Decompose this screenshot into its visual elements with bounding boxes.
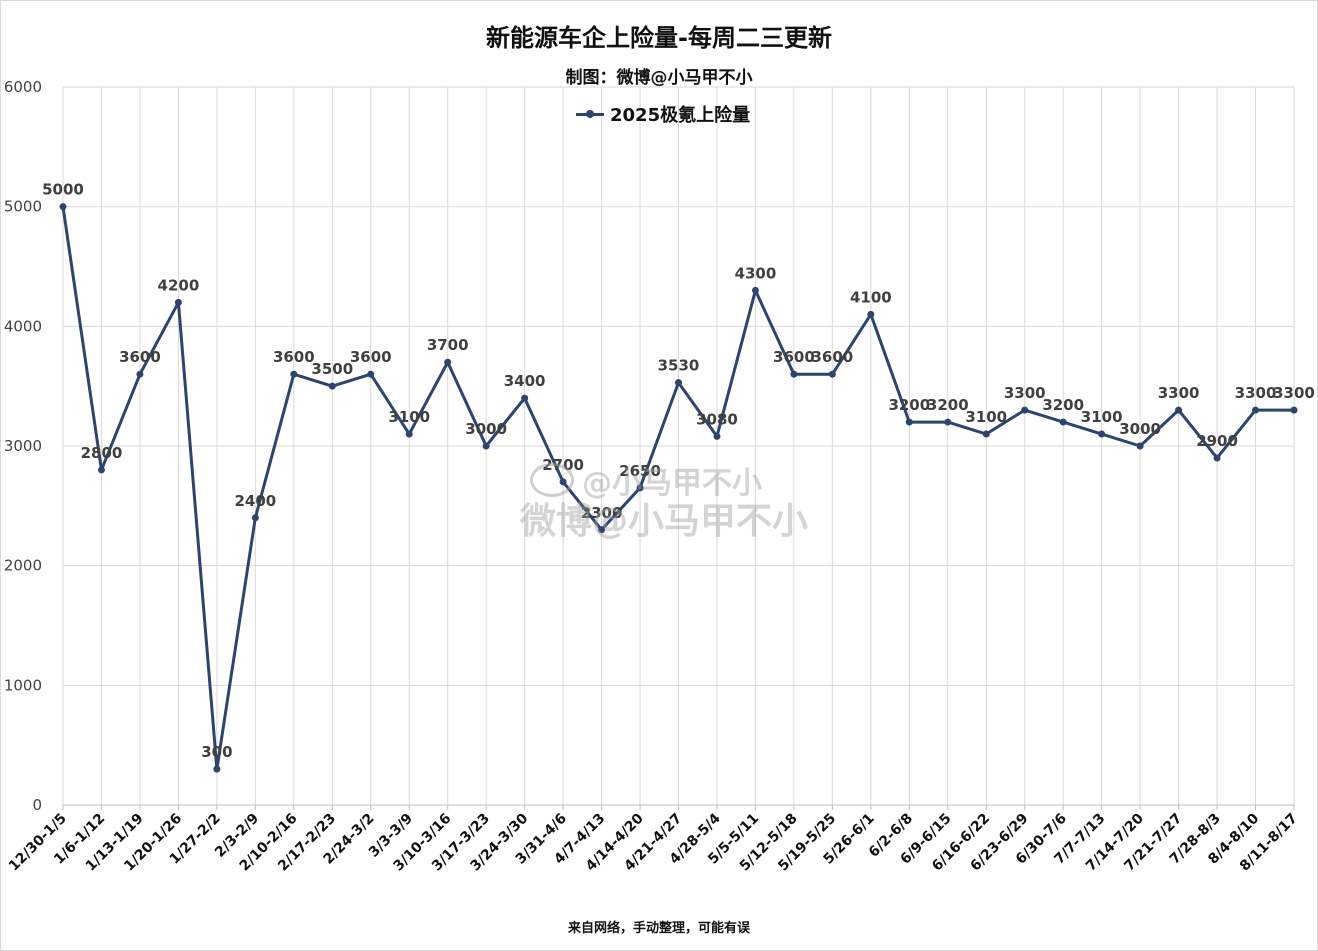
data-label: 3100 [388,408,430,426]
y-tick-label: 0 [32,796,42,814]
legend: 2025极氪上险量 [576,101,750,127]
data-point [828,370,836,378]
data-label: 4200 [158,276,200,294]
data-point [521,394,529,402]
data-label: 3400 [504,372,546,390]
data-point [1213,454,1221,462]
y-tick-label: 4000 [4,317,42,335]
data-label: 3500 [311,360,353,378]
data-point [1290,406,1298,414]
data-point [790,370,798,378]
data-label: 2650 [619,462,661,480]
data-point [405,430,413,438]
data-label: 3200 [1042,396,1084,414]
watermark-text-1: @小马甲不小 [582,466,762,501]
data-point [290,370,298,378]
legend-label: 2025极氪上险量 [610,105,751,126]
chart-title: 新能源车企上险量-每周二三更新 [486,24,832,52]
data-point [251,514,259,522]
data-point [1136,442,1144,450]
data-label: 3300 [1273,384,1315,402]
data-label: 3300 [1235,384,1277,402]
data-point [982,430,990,438]
data-label: 3200 [927,396,969,414]
data-label: 3600 [273,348,315,366]
data-point [1175,406,1183,414]
data-label: 3100 [1081,408,1123,426]
data-label: 3000 [1119,420,1161,438]
data-labels: 5000280036004200300240036003500360031003… [42,181,1315,761]
data-point [675,379,682,387]
y-tick-label: 3000 [4,437,42,455]
watermark-line1: @小马甲不小 [530,458,762,502]
data-point [482,442,490,450]
data-point [1021,406,1029,414]
data-label: 3300 [1158,384,1200,402]
chart-footer: 来自网络，手动整理，可能有误 [567,921,750,936]
data-point [59,203,67,211]
data-label: 3530 [658,357,700,375]
data-label: 2800 [81,444,123,462]
axes [62,804,1295,810]
data-point [1252,406,1260,414]
data-label: 5000 [42,181,84,199]
data-label: 2400 [234,492,276,510]
data-point [598,526,606,534]
data-point [636,484,644,492]
data-point [713,432,721,440]
data-label: 4100 [850,288,892,306]
y-tick-label: 2000 [4,557,42,575]
data-point [136,370,144,378]
data-label: 3600 [812,348,854,366]
data-label: 3600 [350,348,392,366]
data-label: 3600 [119,348,161,366]
x-tick-labels: 12/30-1/51/6-1/121/13-1/191/20-1/261/27-… [6,810,1301,874]
data-point [213,765,221,773]
data-point [751,286,759,294]
y-tick-label: 5000 [4,198,42,216]
grid-lines [62,86,1295,806]
chart-subtitle: 制图：微博@小马甲不小 [565,68,753,88]
data-point [328,382,336,390]
data-point [174,298,182,306]
data-point [97,466,105,474]
data-label: 3000 [465,420,507,438]
weibo-logo-icon [530,463,574,497]
data-point [944,418,952,426]
data-point [1098,430,1106,438]
data-label: 3100 [965,408,1007,426]
data-label: 3300 [1004,384,1046,402]
watermark-line2: 微博@小马甲不小 [520,501,809,542]
data-point [444,358,452,366]
data-point [367,370,375,378]
data-label: 2900 [1196,432,1238,450]
data-label: 300 [201,743,232,761]
data-label: 4300 [735,264,777,282]
data-point [867,310,875,318]
legend-swatch [576,101,604,127]
data-label: 2300 [581,504,623,522]
data-point [1059,418,1067,426]
y-tick-label: 6000 [4,78,42,96]
y-tick-label: 1000 [4,676,42,694]
y-tick-labels: 0 1000 2000 3000 4000 5000 6000 [4,78,42,814]
data-point [905,418,913,426]
data-label: 3200 [888,396,930,414]
data-label: 3600 [773,348,815,366]
data-label: 3080 [696,410,738,428]
data-label: 3700 [427,336,469,354]
